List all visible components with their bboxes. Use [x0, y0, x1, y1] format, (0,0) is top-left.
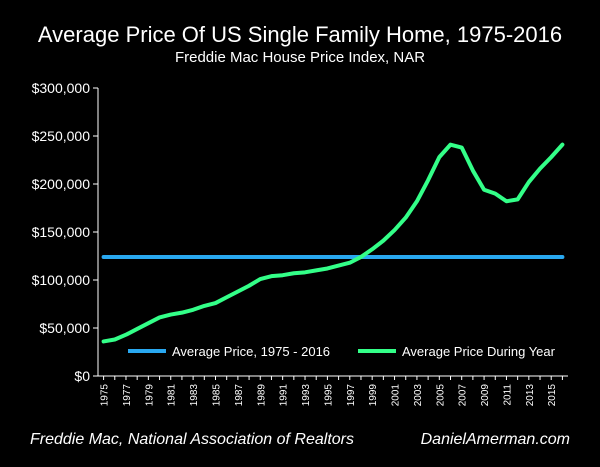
- x-tick-label: 2015: [547, 384, 558, 407]
- x-tick-label: 1975: [100, 384, 111, 407]
- x-tick-label: 2007: [458, 384, 469, 407]
- y-tick-label: $300,000: [32, 80, 91, 96]
- x-tick-label: 1993: [301, 384, 312, 407]
- yearly-price-series-line: [101, 142, 565, 344]
- x-tick-label: 1989: [256, 384, 267, 407]
- x-tick-label: 2001: [391, 384, 402, 407]
- x-tick-label: 1991: [279, 384, 290, 407]
- x-tick-label: 1981: [167, 384, 178, 407]
- website-credit: DanielAmerman.com: [420, 431, 570, 448]
- x-tick-label: 1983: [189, 384, 200, 407]
- x-tick-label: 2009: [480, 384, 491, 407]
- x-tick-label: 2005: [435, 384, 446, 407]
- x-tick-label: 1999: [368, 384, 379, 407]
- y-tick-label: $0: [74, 368, 90, 384]
- x-tick-label: 1997: [346, 384, 357, 407]
- x-tick-label: 1987: [234, 384, 245, 407]
- y-tick-label: $250,000: [32, 128, 91, 144]
- source-credit: Freddie Mac, National Association of Rea…: [30, 431, 354, 448]
- x-tick-label: 2013: [525, 384, 536, 407]
- x-tick-label: 1995: [323, 384, 334, 407]
- x-tick-label: 1979: [144, 384, 155, 407]
- legend-label: Average Price During Year: [402, 344, 556, 359]
- x-tick-label: 2003: [413, 384, 424, 407]
- x-tick-label: 2011: [502, 384, 513, 406]
- x-tick-label: 1985: [212, 384, 223, 407]
- y-tick-label: $50,000: [39, 320, 90, 336]
- y-tick-label: $100,000: [32, 272, 91, 288]
- chart-subtitle: Freddie Mac House Price Index, NAR: [174, 49, 426, 66]
- x-tick-label: 1977: [122, 384, 133, 407]
- y-tick-label: $200,000: [32, 176, 91, 192]
- y-tick-label: $150,000: [32, 224, 91, 240]
- legend-label: Average Price, 1975 - 2016: [172, 344, 330, 359]
- chart-title: Average Price Of US Single Family Home, …: [37, 22, 563, 47]
